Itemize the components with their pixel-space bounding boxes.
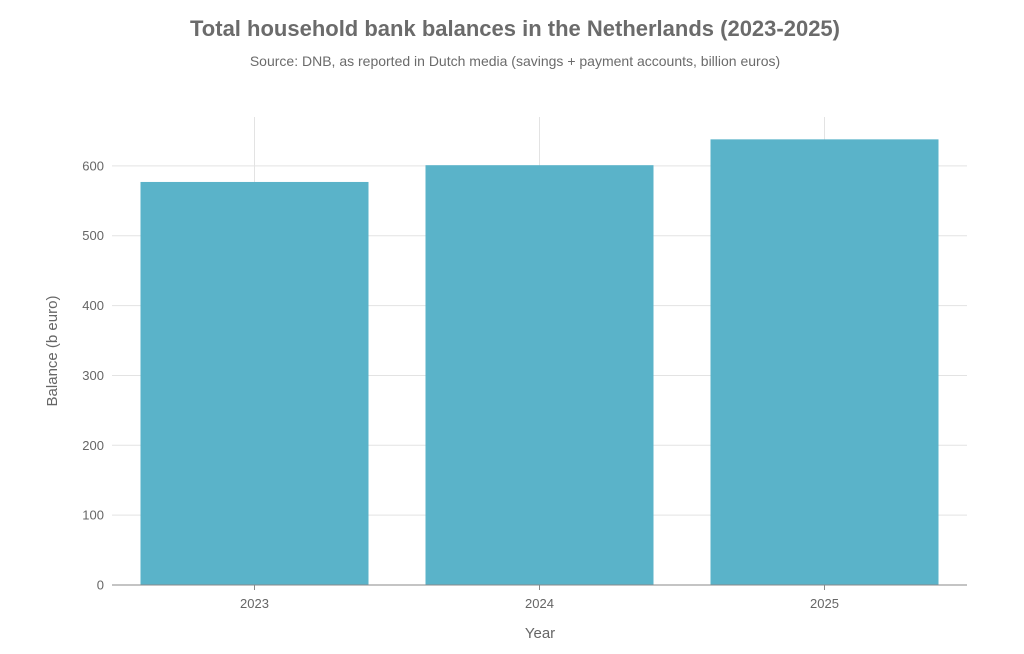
bar-2023 <box>140 181 369 586</box>
bar-2024 <box>425 165 654 585</box>
bar-2025 <box>710 139 939 585</box>
x-tick-label: 2025 <box>810 596 839 611</box>
x-axis-title: Year <box>525 625 555 642</box>
y-tick-label: 500 <box>82 228 104 243</box>
x-tick-label: 2023 <box>240 596 269 611</box>
y-tick-label: 100 <box>82 508 104 523</box>
bars <box>140 139 939 586</box>
y-tick-label: 600 <box>82 158 104 173</box>
y-tick-label: 300 <box>82 368 104 383</box>
x-tick-label: 2024 <box>525 596 554 611</box>
y-tick-label: 0 <box>97 578 104 593</box>
chart-subtitle: Source: DNB, as reported in Dutch media … <box>250 53 780 69</box>
y-axis-title: Balance (b euro) <box>44 296 61 407</box>
axes: 0 100 200 300 400 500 600 2023 2024 2025 <box>82 158 967 611</box>
y-tick-label: 200 <box>82 438 104 453</box>
chart-title: Total household bank balances in the Net… <box>190 16 840 41</box>
y-tick-label: 400 <box>82 298 104 313</box>
